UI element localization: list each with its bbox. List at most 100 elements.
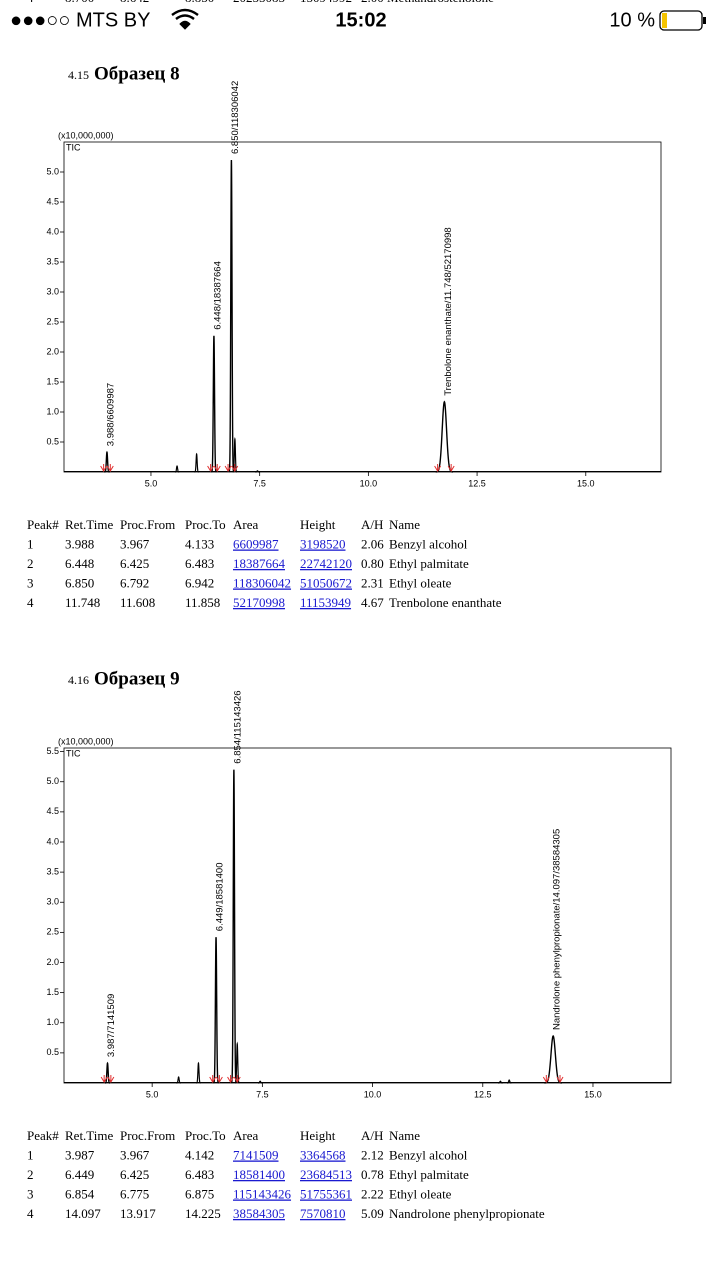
x-tick-label: 5.0	[145, 478, 158, 488]
table-cell: 14.225	[185, 1206, 221, 1221]
section-title: Образец 9	[94, 668, 180, 689]
table-header: Proc.From	[120, 1128, 175, 1143]
table-cell: 6.483	[185, 556, 214, 571]
table-header: Peak#	[27, 517, 59, 532]
table-header: Proc.From	[120, 517, 175, 532]
y-tick-label: 2.0	[46, 957, 59, 967]
table-cell: 11.608	[120, 595, 155, 610]
section-title: Образец 8	[94, 63, 180, 84]
table-cell: 0.80	[361, 556, 384, 571]
peak-boundary-marker	[447, 464, 455, 472]
y-tick-label: 4.0	[46, 836, 59, 846]
table-cell: Ethyl palmitate	[389, 556, 469, 571]
minor-peak	[176, 1076, 181, 1084]
y-tick-label: 3.5	[46, 256, 59, 266]
x-tick-label: 7.5	[256, 1089, 269, 1099]
peak-boundary-marker	[227, 1075, 234, 1083]
table-link[interactable]: 51050672	[300, 575, 352, 590]
table-cell: 6.942	[185, 575, 214, 590]
cut-off-cell: 2.00 Methandrostenolone	[361, 0, 494, 5]
table-header: Height	[300, 517, 336, 532]
table-link[interactable]: 22742120	[300, 556, 352, 571]
table-cell: 6.792	[120, 575, 149, 590]
section: 4.15 Образец 8 (x10,000,000) TIC 5.0 7.5 10.0 1…	[27, 63, 662, 610]
battery-level	[662, 13, 667, 28]
table-header: A/H	[361, 517, 383, 532]
cut-off-cell: 15094992	[300, 0, 352, 5]
plot-frame	[63, 747, 672, 1084]
peak-label: 3.988/6609987	[105, 383, 116, 446]
y-tick-label: 3.0	[46, 286, 59, 296]
table-link[interactable]: 18387664	[233, 556, 286, 571]
cut-off-cell: 8.850	[185, 0, 214, 5]
peak-boundary-marker	[434, 464, 442, 472]
table-cell: 2	[27, 1167, 34, 1182]
wifi-arc	[171, 8, 199, 16]
table-link[interactable]: 3198520	[300, 536, 346, 551]
table-cell: 4	[27, 595, 34, 610]
table-link[interactable]: 52170998	[233, 595, 285, 610]
y-tick-label: 4.5	[46, 806, 59, 816]
y-tick-label: 3.0	[46, 897, 59, 907]
table-cell: 2.31	[361, 575, 384, 590]
table-cell: 6.875	[185, 1186, 214, 1201]
section-number: 4.15	[68, 68, 89, 82]
y-tick-label: 1.0	[46, 406, 59, 416]
table-cell: Benzyl alcohol	[389, 536, 468, 551]
peak-boundary-marker	[213, 464, 221, 472]
cut-off-cell: 8.700	[65, 0, 94, 5]
y-tick-label: 5.0	[46, 166, 59, 176]
table-link[interactable]: 51755361	[300, 1186, 352, 1201]
x-tick-label: 10.0	[364, 1089, 382, 1099]
y-tick-label: 1.5	[46, 376, 59, 386]
status-bar-bg	[0, 3, 719, 37]
table-link[interactable]: 38584305	[233, 1206, 285, 1221]
peak-label: Nandrolone phenylpropionate/14.097/38584…	[552, 829, 563, 1030]
minor-peak	[255, 470, 260, 473]
table-cell: 4.142	[185, 1147, 214, 1162]
peak	[230, 769, 237, 1084]
table-header: Name	[389, 517, 420, 532]
table-link[interactable]: 3364568	[300, 1147, 346, 1162]
table-link[interactable]: 11153949	[300, 595, 351, 610]
table-cell: 0.78	[361, 1167, 384, 1182]
table-link[interactable]: 115143426	[233, 1186, 292, 1201]
status-bar: ●●●○○ MTS BY 15:02 10 %	[0, 3, 719, 37]
table-cell: 1	[27, 1147, 34, 1162]
peak-boundary-marker	[100, 1075, 108, 1083]
peak-boundary-marker	[100, 464, 108, 472]
table-cell: 2.12	[361, 1147, 384, 1162]
x-tick-label: 15.0	[577, 478, 595, 488]
table-header: Peak#	[27, 1128, 59, 1143]
chromatogram: (x10,000,000) TIC 5.0 7.5 10.0 12.5 15.0 0.5 1.0…	[46, 81, 662, 488]
peak-label: 6.854/115143426	[232, 690, 243, 763]
trace-label: TIC	[66, 748, 81, 758]
table-cell: Ethyl palmitate	[389, 1167, 469, 1182]
minor-peak	[507, 1079, 512, 1084]
table-cell: 3.987	[65, 1147, 95, 1162]
table-cell: 2.06	[361, 536, 384, 551]
y-tick-label: 4.5	[46, 196, 59, 206]
peak-boundary-marker	[107, 1075, 115, 1083]
y-tick-label: 1.5	[46, 987, 59, 997]
cut-off-cell: 8.642	[120, 0, 149, 5]
table-cell: 6.850	[65, 575, 94, 590]
y-tick-label: 3.5	[46, 866, 59, 876]
peak-label: 6.448/18387664	[212, 261, 223, 330]
table-header: Name	[389, 1128, 420, 1143]
section: 4.16 Образец 9 (x10,000,000) TIC 5.0 7.5 10.0 1…	[27, 668, 672, 1221]
table-link[interactable]: 118306042	[233, 575, 291, 590]
table-link[interactable]: 23684513	[300, 1167, 352, 1182]
table-link[interactable]: 18581400	[233, 1167, 285, 1182]
table-header: A/H	[361, 1128, 383, 1143]
table-header: Ret.Time	[65, 1128, 114, 1143]
peak-boundary-marker	[556, 1075, 564, 1083]
table-link[interactable]: 7570810	[300, 1206, 346, 1221]
table-link[interactable]: 7141509	[233, 1147, 279, 1162]
x-tick-label: 5.0	[146, 1089, 159, 1099]
table-link[interactable]: 6609987	[233, 536, 279, 551]
table-cell: 6.449	[65, 1167, 94, 1182]
table-header: Area	[233, 517, 258, 532]
wifi-arc	[175, 14, 195, 20]
